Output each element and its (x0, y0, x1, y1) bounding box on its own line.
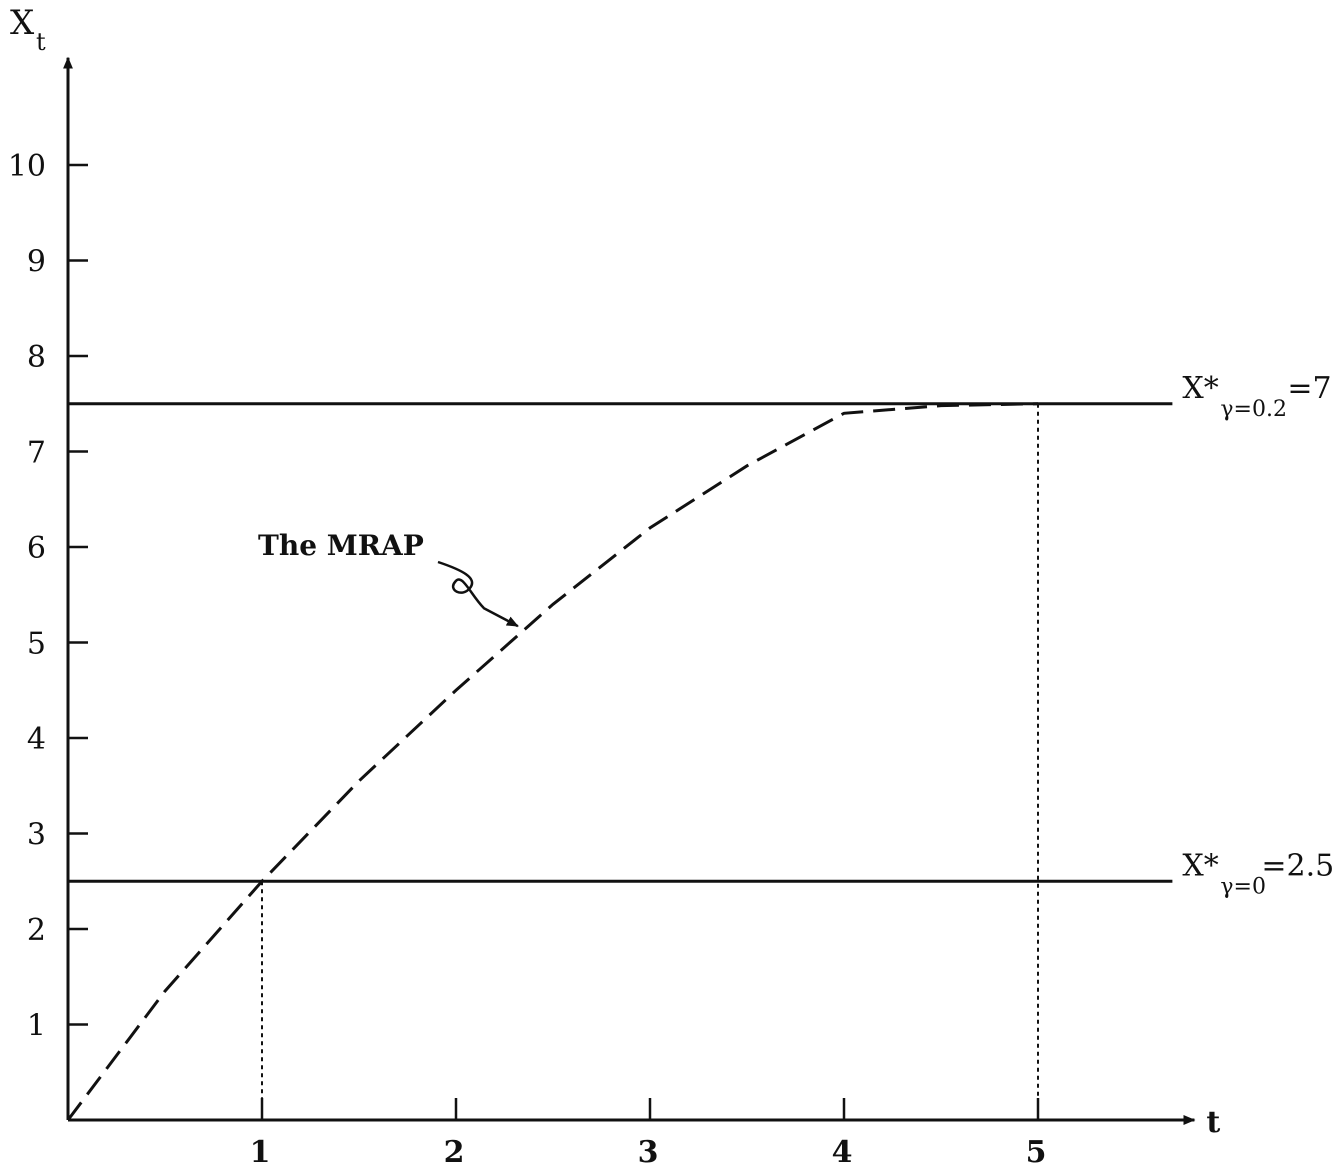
y-tick-label: 10 (8, 149, 46, 184)
y-tick-label: 3 (27, 818, 46, 853)
y-tick-label: 6 (27, 531, 46, 566)
y-tick-label: 8 (27, 340, 46, 375)
series-line-mrap (66, 402, 1039, 1121)
y-tick-label: 2 (27, 913, 46, 948)
y-axis-title: X (10, 3, 35, 43)
reference-line-value: =2.5 (1261, 848, 1332, 883)
x-tick-label: 4 (832, 1135, 853, 1169)
x-tick-label: 3 (638, 1135, 659, 1169)
reference-line-value: =7.5 (1287, 371, 1332, 406)
x-tick-label: 1 (250, 1135, 271, 1169)
x-tick-label: 5 (1026, 1135, 1047, 1169)
reference-line-name: X* (1182, 371, 1218, 406)
y-tick-label: 7 (27, 436, 46, 471)
reference-line-subscript: γ=0 (1220, 874, 1266, 899)
annotation-arrow (437, 560, 519, 628)
y-axis-title-subscript: t (36, 28, 46, 56)
y-tick-label: 9 (27, 245, 46, 280)
y-tick-label: 1 (27, 1009, 46, 1044)
x-axis-title: t (1206, 1105, 1220, 1140)
reference-line-name: X* (1182, 848, 1218, 883)
annotation-label: The MRAP (258, 529, 424, 562)
y-tick-label: 5 (27, 627, 46, 662)
x-tick-label: 2 (444, 1135, 465, 1169)
reference-line-subscript: γ=0.2 (1220, 397, 1287, 422)
y-tick-label: 4 (27, 722, 46, 757)
